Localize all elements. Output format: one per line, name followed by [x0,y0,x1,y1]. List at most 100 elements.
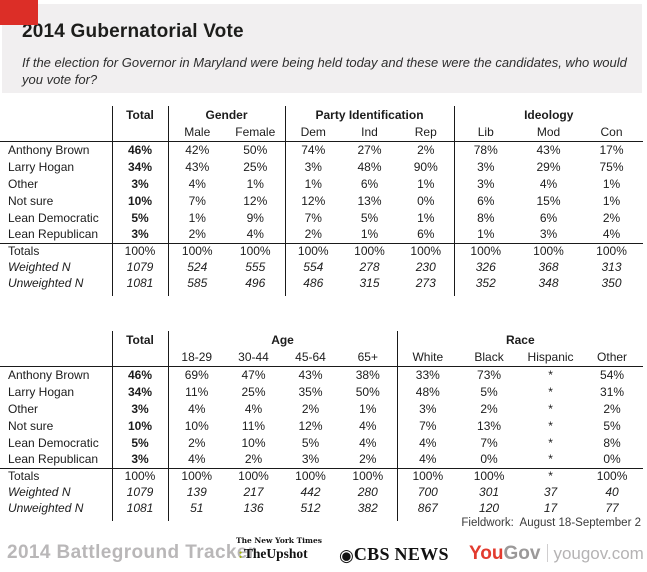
crosstab-table-age-race: Total Age Race 18-29 30-44 45-64 65+ White Black… [0,331,644,521]
column-header: 18-29 [168,349,225,367]
table-cell: 555 [226,259,286,275]
table-cell: 4% [419,435,437,450]
row-label: Anthony Brown [0,366,113,383]
column-header [0,124,113,142]
table-cell: 1% [339,400,398,417]
table-cell: 43% [536,142,561,157]
table-cell: * [520,467,582,484]
table-cell: 0% [603,452,621,467]
battleground-tracker-logo: 2014 Battleground Tracker [7,542,256,563]
table-cell: 75% [599,159,624,174]
table-cell: 17 [543,501,558,515]
table-cell: 1% [226,175,286,192]
table-cell: 554 [303,260,324,274]
table-cell: 2% [480,401,498,416]
table-cell: 13% [357,193,382,208]
table-cell: 3% [304,159,322,174]
table-cell: 4% [244,401,263,416]
table-cell: 12% [226,192,286,209]
table-rule-extension [168,291,226,296]
table-cell: 867 [417,501,438,515]
table-rule-extension [339,516,398,521]
yougov-logo: YouGov yougov.com [469,543,644,565]
table-cell: 313 [601,260,622,274]
table-cell: 7% [188,193,206,208]
row-label: Weighted N [0,484,113,500]
table-cell: 100% [112,467,169,484]
column-header: Ideology [524,108,574,122]
table-cell: 3% [112,451,169,468]
table-cell: 5% [112,434,169,451]
table-cell: 5% [360,210,379,225]
table-cell: 100% [168,467,225,484]
table-rule-extension [282,516,339,521]
table-cell: 3% [419,401,437,416]
column-header: 65+ [339,349,398,367]
column-header: Race [505,333,535,347]
upshot-colon: : [238,546,243,561]
table-cell: 4% [226,226,286,243]
column-header: Other [581,349,644,367]
table-cell: 348 [538,276,559,290]
column-header: Total [112,106,169,124]
table-cell: 139 [186,485,207,499]
column-header: Con [580,124,644,142]
table-rule-extension [341,291,398,296]
crosstab-table-gender-party-ideology: Total Gender Party Identification Ideology M… [0,106,644,296]
table-cell: 12% [298,418,323,433]
table-cell: 350 [601,276,622,290]
table-rule-extension [397,516,458,521]
table-cell: 136 [243,501,264,515]
table-cell: 100% [454,242,518,259]
table-cell: 2% [244,452,263,467]
column-header: Lib [454,124,518,142]
column-header: Female [226,124,286,142]
table-cell: 100% [517,242,581,259]
table-cell: 12% [301,193,326,208]
row-label: Weighted N [0,259,113,275]
column-header: 45-64 [282,349,339,367]
table-cell: 352 [475,276,496,290]
column-header: Hispanic [520,349,582,367]
table-cell: 280 [339,484,398,500]
table-cell: 51 [190,501,204,515]
table-cell: 278 [359,260,380,274]
cbs-eye-icon: ◉ [339,546,354,565]
row-label: Totals [0,467,113,484]
table-cell: 442 [300,485,321,499]
fieldwork-note: Fieldwork: August 18-September 2 [461,517,641,529]
table-cell: 6% [539,210,558,225]
table-cell: 1079 [112,484,169,500]
table-cell: 33% [415,367,440,382]
table-cell: 10% [112,417,169,434]
table-cell: 100% [458,467,521,484]
table-cell: 1% [398,209,455,226]
row-label: Lean Democratic [0,434,113,451]
table-cell: 13% [477,418,502,433]
row-label: Lean Republican [0,451,113,468]
row-label: Lean Democratic [0,209,113,226]
crosstab-gender-party-ideology: Total Gender Party Identification Ideology M… [0,106,644,296]
table-cell: 3% [301,452,320,467]
column-header: Ind [341,124,399,142]
table-cell: 100% [581,467,644,484]
table-cell: 48% [415,384,440,399]
table-cell: 69% [184,367,209,382]
table-cell: * [548,367,553,382]
table-cell: 47% [241,367,266,382]
table-cell: 11% [185,384,209,399]
column-header: Dem [285,124,342,142]
table-cell: 74% [301,142,326,157]
table-cell: 1% [602,176,621,191]
table-cell: 368 [538,260,559,274]
table-rule-extension [285,291,341,296]
table-cell: * [548,401,553,416]
table-cell: 1% [360,227,379,242]
table-cell: 512 [300,501,321,515]
table-cell: 10% [241,435,266,450]
table-cell: 0% [398,192,455,209]
table-cell: 5% [480,384,498,399]
row-label: Totals [0,242,113,259]
table-cell: 78% [473,142,498,157]
table-cell: 1% [398,175,455,192]
